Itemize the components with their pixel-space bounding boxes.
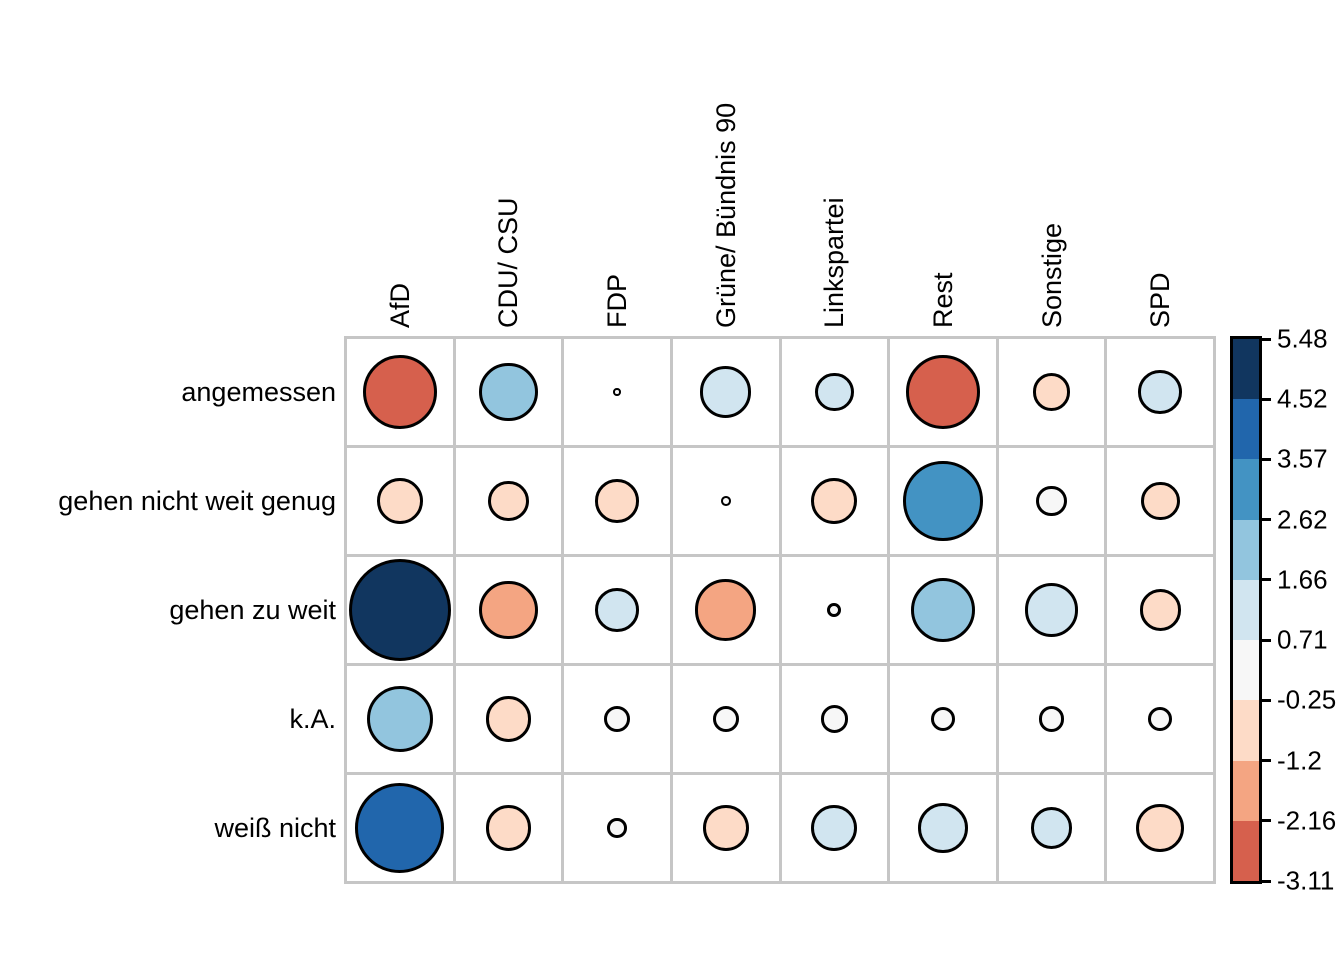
- colorbar-tick-label: 5.48: [1277, 323, 1328, 354]
- row-label: weiß nicht: [214, 813, 336, 843]
- matrix-cell: [455, 775, 562, 881]
- colorbar: [1230, 336, 1262, 884]
- colorbar-segment: [1233, 399, 1259, 460]
- matrix-cell: [998, 666, 1105, 772]
- matrix-cell: [890, 775, 996, 881]
- colorbar-tick: [1262, 819, 1271, 823]
- colorbar-segment: [1233, 459, 1259, 520]
- colorbar-tick: [1262, 457, 1271, 461]
- matrix-cell: [672, 775, 779, 881]
- colorbar-tick: [1262, 759, 1271, 763]
- matrix-cell: [890, 557, 996, 663]
- colorbar-tick: [1262, 638, 1271, 642]
- matrix-cell: [672, 448, 779, 554]
- matrix-cell: [1107, 557, 1213, 663]
- matrix-cell: [564, 557, 670, 663]
- colorbar-segment: [1233, 820, 1259, 881]
- colorbar-tick: [1262, 397, 1271, 401]
- matrix-cell: [998, 448, 1105, 554]
- matrix-cell: [890, 666, 996, 772]
- matrix-cell: [781, 775, 888, 881]
- colorbar-tick-label: -3.11: [1277, 865, 1335, 896]
- matrix-cell: [347, 666, 453, 772]
- row-label: angemessen: [181, 377, 336, 407]
- matrix-cell: [998, 775, 1105, 881]
- matrix-cell: [1107, 666, 1213, 772]
- matrix-cell: [347, 775, 453, 881]
- matrix-cell: [347, 557, 453, 663]
- matrix-cell: [1107, 775, 1213, 881]
- row-label: k.A.: [289, 704, 336, 734]
- column-label: Grüne/ Bündnis 90: [710, 102, 741, 328]
- colorbar-tick: [1262, 698, 1271, 702]
- matrix-cell: [347, 448, 453, 554]
- matrix-cell: [781, 557, 888, 663]
- matrix-cell: [672, 666, 779, 772]
- column-label: SPD: [1145, 272, 1176, 328]
- column-label: CDU/ CSU: [493, 197, 524, 328]
- matrix-cell: [998, 339, 1105, 445]
- matrix-cell: [781, 666, 888, 772]
- colorbar-tick: [1262, 518, 1271, 522]
- matrix-cell: [455, 448, 562, 554]
- matrix-cell: [455, 557, 562, 663]
- colorbar-segment: [1233, 579, 1259, 641]
- matrix-cell: [455, 666, 562, 772]
- colorbar-segment: [1233, 519, 1259, 580]
- colorbar-tick: [1262, 578, 1271, 582]
- matrix-cell: [564, 339, 670, 445]
- colorbar-tick-label: 3.57: [1277, 443, 1328, 474]
- colorbar-tick-label: 0.71: [1277, 624, 1328, 655]
- column-label: Linkspartei: [819, 197, 850, 328]
- colorbar-tick-label: -2.16: [1277, 805, 1337, 836]
- row-label: gehen nicht weit genug: [58, 486, 336, 516]
- matrix-cell: [781, 448, 888, 554]
- matrix-cell: [672, 339, 779, 445]
- matrix-grid: [344, 336, 1216, 884]
- colorbar-tick-label: 2.62: [1277, 504, 1328, 535]
- matrix-cell: [564, 448, 670, 554]
- colorbar-segment: [1233, 640, 1259, 701]
- column-label: Sonstige: [1036, 222, 1067, 328]
- matrix-cell: [890, 339, 996, 445]
- matrix-cell: [564, 666, 670, 772]
- colorbar-tick-label: 1.66: [1277, 564, 1328, 595]
- matrix-cell: [781, 339, 888, 445]
- column-label: AfD: [384, 282, 415, 328]
- matrix-cell: [672, 557, 779, 663]
- colorbar-tick-label: 4.52: [1277, 383, 1328, 414]
- matrix-cell: [1107, 339, 1213, 445]
- matrix-cell: [347, 339, 453, 445]
- colorbar-segment: [1233, 760, 1259, 821]
- matrix-cell: [455, 339, 562, 445]
- colorbar-tick: [1262, 879, 1271, 883]
- row-label: gehen zu weit: [169, 595, 336, 625]
- colorbar-tick: [1262, 337, 1271, 341]
- matrix-cell: [564, 775, 670, 881]
- column-label: FDP: [602, 274, 633, 328]
- colorbar-tick-label: -0.25: [1277, 684, 1337, 715]
- matrix-cell: [890, 448, 996, 554]
- colorbar-tick-label: -1.2: [1277, 745, 1322, 776]
- column-label: Rest: [927, 272, 958, 328]
- matrix-cell: [998, 557, 1105, 663]
- colorbar-segment: [1233, 700, 1259, 761]
- colorbar-segment: [1233, 339, 1259, 400]
- matrix-cell: [1107, 448, 1213, 554]
